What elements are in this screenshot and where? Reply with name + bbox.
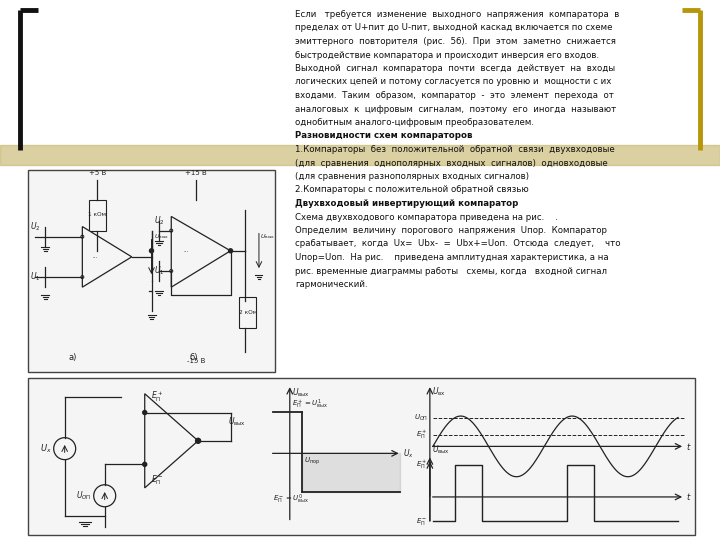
Text: $U_2$: $U_2$ bbox=[30, 220, 41, 233]
Text: рис. временные диаграммы работы   схемы, когда   входной сигнал: рис. временные диаграммы работы схемы, к… bbox=[295, 267, 607, 275]
Text: быстродействие компаратора и происходит инверсия его входов.: быстродействие компаратора и происходит … bbox=[295, 51, 599, 59]
Text: $U_x$: $U_x$ bbox=[40, 442, 52, 455]
Text: (для сравнения разнополярных входных сигналов): (для сравнения разнополярных входных сиг… bbox=[295, 172, 529, 181]
Text: $E_\Pi^+$: $E_\Pi^+$ bbox=[416, 459, 428, 471]
Text: 2.Компараторы с положительной обратной связью: 2.Компараторы с положительной обратной с… bbox=[295, 186, 528, 194]
Polygon shape bbox=[171, 217, 230, 287]
Text: $E_\Pi^+$: $E_\Pi^+$ bbox=[416, 429, 428, 441]
Text: ...: ... bbox=[184, 248, 189, 253]
Text: 1 кОм: 1 кОм bbox=[88, 212, 106, 217]
Polygon shape bbox=[145, 394, 198, 488]
Text: (для  сравнения  однополярных  входных  сигналов)  одновходовые: (для сравнения однополярных входных сигн… bbox=[295, 159, 608, 167]
Text: ...: ... bbox=[92, 254, 97, 259]
Text: $E_\Pi^+$: $E_\Pi^+$ bbox=[151, 390, 164, 404]
Text: Разновидности схем компараторов: Разновидности схем компараторов bbox=[295, 132, 472, 140]
Text: $E_\Pi^-$: $E_\Pi^-$ bbox=[151, 473, 164, 487]
Bar bbox=[239, 297, 256, 328]
Text: +15 В: +15 В bbox=[185, 170, 207, 176]
Text: $U_{\text{вых}}$: $U_{\text{вых}}$ bbox=[292, 386, 310, 399]
Text: Определим  величину  порогового  напряжения  Uпор.  Компаратор: Определим величину порогового напряжения… bbox=[295, 226, 607, 235]
Text: б): б) bbox=[189, 353, 198, 362]
Text: однобитным аналого-цифровым преобразователем.: однобитным аналого-цифровым преобразоват… bbox=[295, 118, 534, 127]
Text: Uпор=Uоп.  На рис.    приведена амплитудная характеристика, а на: Uпор=Uоп. На рис. приведена амплитудная … bbox=[295, 253, 608, 262]
Text: $U_{\text{вых}}$: $U_{\text{вых}}$ bbox=[153, 232, 168, 241]
Text: $U_{\text{пор}}$: $U_{\text{пор}}$ bbox=[304, 455, 320, 467]
Text: $t$: $t$ bbox=[686, 491, 691, 502]
Text: эмиттерного  повторителя  (рис.  5б).  При  этом  заметно  снижается: эмиттерного повторителя (рис. 5б). При э… bbox=[295, 37, 616, 46]
Text: -15 В: -15 В bbox=[186, 358, 205, 364]
Text: $U_2$: $U_2$ bbox=[154, 214, 164, 227]
Circle shape bbox=[196, 438, 201, 443]
Text: пределах от U+пит до U-пит, выходной каскад включается по схеме: пределах от U+пит до U-пит, выходной кас… bbox=[295, 24, 613, 32]
Text: Схема двухвходового компаратора приведена на рис.    .: Схема двухвходового компаратора приведен… bbox=[295, 213, 558, 221]
Text: $E_\Pi^- = U^0_{\text{вых}}$: $E_\Pi^- = U^0_{\text{вых}}$ bbox=[273, 493, 309, 507]
Polygon shape bbox=[82, 227, 132, 287]
Text: $E_\Pi^+ = U^1_{\text{вых}}$: $E_\Pi^+ = U^1_{\text{вых}}$ bbox=[292, 397, 328, 411]
Text: входами.  Таким  образом,  компаратор  -  это  элемент  перехода  от: входами. Таким образом, компаратор - это… bbox=[295, 91, 614, 100]
Text: аналоговых  к  цифровым  сигналам,  поэтому  его  иногда  называют: аналоговых к цифровым сигналам, поэтому … bbox=[295, 105, 616, 113]
Text: $U_{\text{вых}}$: $U_{\text{вых}}$ bbox=[432, 443, 450, 456]
Text: $U_{O\Pi}$: $U_{O\Pi}$ bbox=[414, 413, 428, 423]
Circle shape bbox=[143, 410, 147, 415]
Text: $U_x$: $U_x$ bbox=[402, 447, 413, 460]
Text: гармонический.: гармонический. bbox=[295, 280, 368, 289]
Text: $U_1$: $U_1$ bbox=[154, 265, 164, 277]
Circle shape bbox=[150, 249, 153, 253]
Text: $U_{O\Pi}$: $U_{O\Pi}$ bbox=[76, 489, 91, 502]
Text: а): а) bbox=[68, 353, 76, 362]
Text: $t$: $t$ bbox=[686, 441, 691, 452]
Text: +5 В: +5 В bbox=[89, 170, 106, 176]
Circle shape bbox=[228, 249, 233, 253]
Bar bbox=[89, 200, 106, 231]
Text: логических цепей и потому согласуется по уровню и  мощности с их: логических цепей и потому согласуется по… bbox=[295, 78, 611, 86]
Bar bbox=[28, 170, 275, 372]
Text: 1.Компараторы  без  положительной  обратной  связи  двухвходовые: 1.Компараторы без положительной обратной… bbox=[295, 145, 615, 154]
Text: $E_\Pi^-$: $E_\Pi^-$ bbox=[416, 516, 428, 527]
Text: $U_{\text{вых}}$: $U_{\text{вых}}$ bbox=[228, 416, 246, 428]
Text: 2 кОм: 2 кОм bbox=[239, 310, 257, 315]
Circle shape bbox=[143, 462, 147, 467]
Text: $U_{\text{вх}}$: $U_{\text{вх}}$ bbox=[432, 385, 446, 398]
Text: Двухвходовый инвертирующий компаратор: Двухвходовый инвертирующий компаратор bbox=[295, 199, 518, 208]
Text: срабатывает,  когда  Ux=  Ubx-  =  Ubx+=Uоп.  Отсюда  следует,    что: срабатывает, когда Ux= Ubx- = Ubx+=Uоп. … bbox=[295, 240, 621, 248]
Bar bbox=[28, 378, 695, 535]
Text: Если   требуется  изменение  выходного  напряжения  компаратора  в: Если требуется изменение выходного напря… bbox=[295, 10, 619, 19]
Text: Выходной  сигнал  компаратора  почти  всегда  действует  на  входы: Выходной сигнал компаратора почти всегда… bbox=[295, 64, 615, 73]
Text: $U_1$: $U_1$ bbox=[30, 271, 41, 284]
Text: $U_{\text{вых}}$: $U_{\text{вых}}$ bbox=[260, 232, 275, 241]
